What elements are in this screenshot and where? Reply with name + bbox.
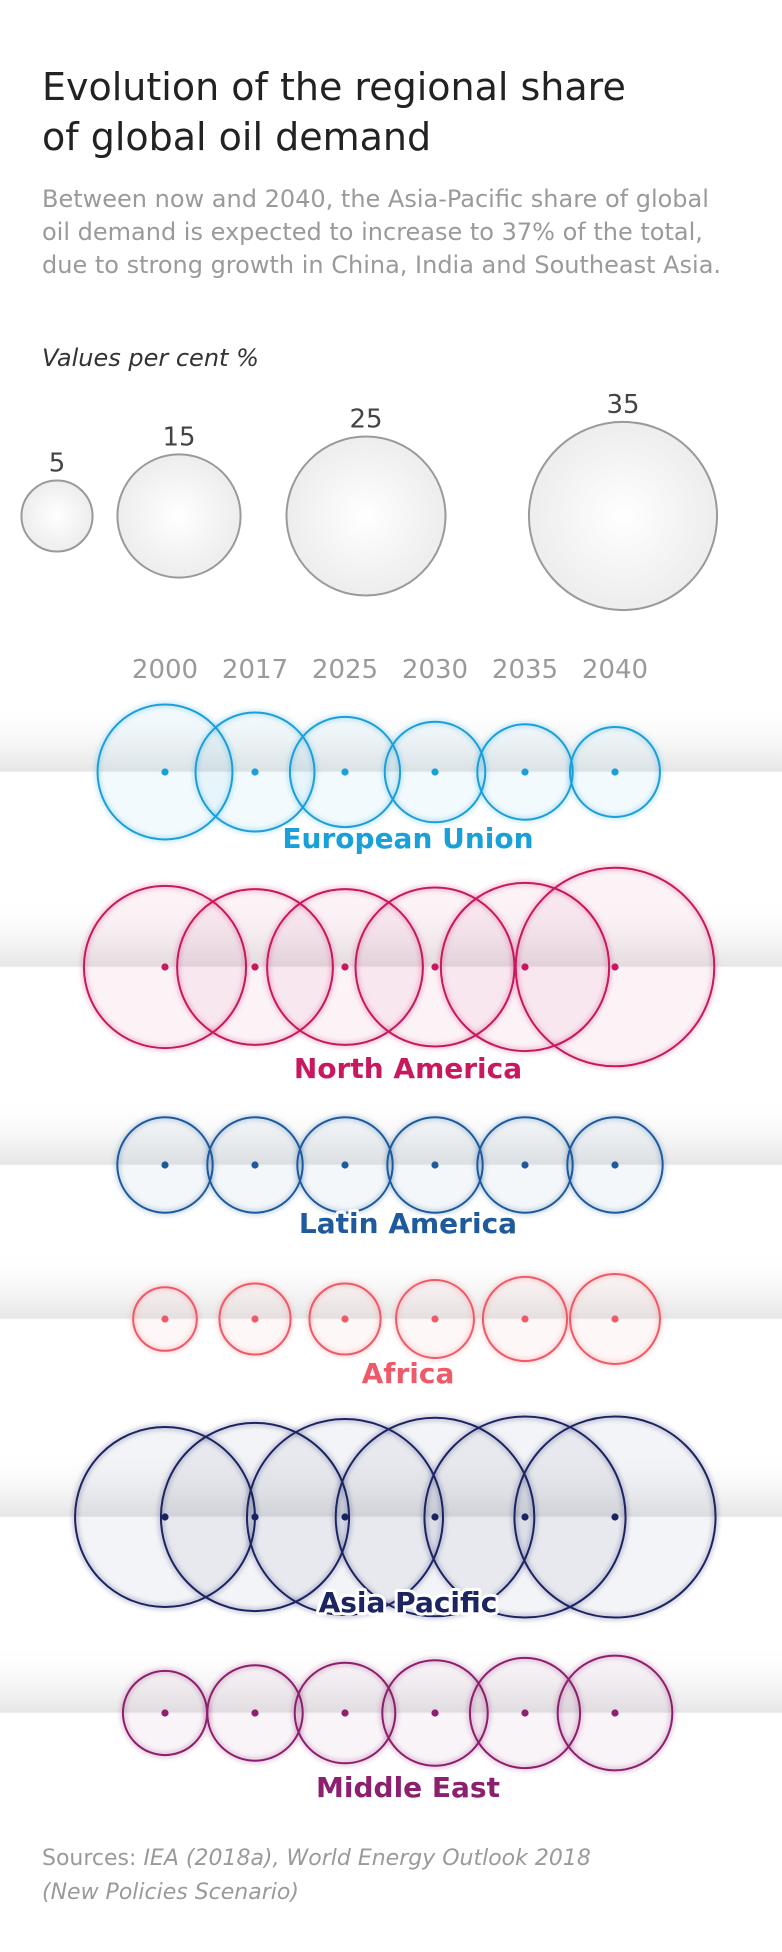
bubble-center-dot <box>341 1315 349 1323</box>
source-note: Sources: IEA (2018a), World Energy Outlo… <box>42 1842 642 1910</box>
x-tick-label: 2040 <box>582 655 648 685</box>
bubble-center-dot <box>431 768 439 776</box>
bubble-center-dot <box>341 963 349 971</box>
size-legend: 5 15 25 35 <box>20 390 719 612</box>
bubble-center-dot <box>521 963 529 971</box>
legend-value-label: 35 <box>606 390 639 420</box>
bubble-center-dot <box>251 1161 259 1169</box>
bubble-center-dot <box>161 1709 169 1717</box>
bubble-center-dot <box>341 768 349 776</box>
bubble-center-dot <box>251 768 259 776</box>
source-prefix: Sources: <box>42 1846 144 1871</box>
bubble-center-dot <box>611 1161 619 1169</box>
bubble-center-dot <box>251 963 259 971</box>
x-tick-label: 2017 <box>222 655 288 685</box>
legend-value-label: 5 <box>49 448 66 478</box>
series-label: Latin America <box>299 1207 517 1240</box>
chart-title-line1: Evolution of the regional share <box>42 65 626 109</box>
x-axis: 2000 2017 2025 2030 2035 2040 <box>132 655 648 685</box>
bubble-center-dot <box>341 1709 349 1717</box>
x-tick-label: 2025 <box>312 655 378 685</box>
bubble-center-dot <box>431 1161 439 1169</box>
series-label: European Union <box>282 822 533 855</box>
series-label: Middle East <box>316 1771 500 1804</box>
source-text-line2: (New Policies Scenario) <box>42 1880 299 1905</box>
chart-title-line2: of global oil demand <box>42 115 432 159</box>
bubble-center-dot <box>431 963 439 971</box>
bubble-center-dot <box>431 1513 439 1521</box>
bubble-center-dot <box>161 1315 169 1323</box>
bubble-center-dot <box>251 1709 259 1717</box>
bubble-center-dot <box>251 1513 259 1521</box>
bubble-center-dot <box>251 1315 259 1323</box>
bubble-center-dot <box>521 1161 529 1169</box>
bubble-center-dot <box>431 1315 439 1323</box>
legend-circle-25 <box>285 435 447 597</box>
series-label: Asia Pacific <box>319 1586 498 1619</box>
series-european-union: European Union <box>95 702 663 858</box>
bubble-center-dot <box>611 963 619 971</box>
legend-circle-5 <box>20 479 94 553</box>
bubble-center-dot <box>161 963 169 971</box>
bubble-center-dot <box>341 1513 349 1521</box>
series-rows: European Union North America Latin America… <box>72 702 719 1807</box>
series-asia-pacific: Asia Pacific <box>72 1413 719 1622</box>
bubble-center-dot <box>521 768 529 776</box>
series-north-america: North America <box>81 865 717 1088</box>
bubble-center-dot <box>611 1513 619 1521</box>
bubble-center-dot <box>521 1513 529 1521</box>
row-band <box>0 897 782 981</box>
x-tick-label: 2035 <box>492 655 558 685</box>
bubble-center-dot <box>611 1709 619 1717</box>
bubble-center-dot <box>431 1709 439 1717</box>
legend-circle-15 <box>116 453 242 579</box>
x-tick-label: 2030 <box>402 655 468 685</box>
bubble-center-dot <box>611 768 619 776</box>
series-latin-america: Latin America <box>114 1114 666 1243</box>
source-text-line1: IEA (2018a), World Energy Outlook 2018 <box>143 1846 591 1871</box>
legend-value-label: 15 <box>162 422 195 452</box>
chart-title: Evolution of the regional share of globa… <box>42 62 742 162</box>
series-africa: Africa <box>130 1271 663 1393</box>
legend-value-label: 25 <box>349 405 382 435</box>
bubble-center-dot <box>611 1315 619 1323</box>
series-label: North America <box>294 1052 522 1085</box>
legend-circle-35 <box>527 420 719 612</box>
series-middle-east: Middle East <box>120 1653 675 1807</box>
series-label: Africa <box>362 1357 455 1390</box>
bubble-center-dot <box>521 1315 529 1323</box>
bubble-center-dot <box>341 1161 349 1169</box>
row-band <box>0 1447 782 1531</box>
x-tick-label: 2000 <box>132 655 198 685</box>
units-note: Values per cent % <box>42 344 259 372</box>
bubble-center-dot <box>161 768 169 776</box>
bubble-center-dot <box>161 1161 169 1169</box>
chart-subtitle: Between now and 2040, the Asia-Pacific s… <box>42 185 722 279</box>
row-band <box>0 1249 782 1333</box>
bubble-center-dot <box>521 1709 529 1717</box>
